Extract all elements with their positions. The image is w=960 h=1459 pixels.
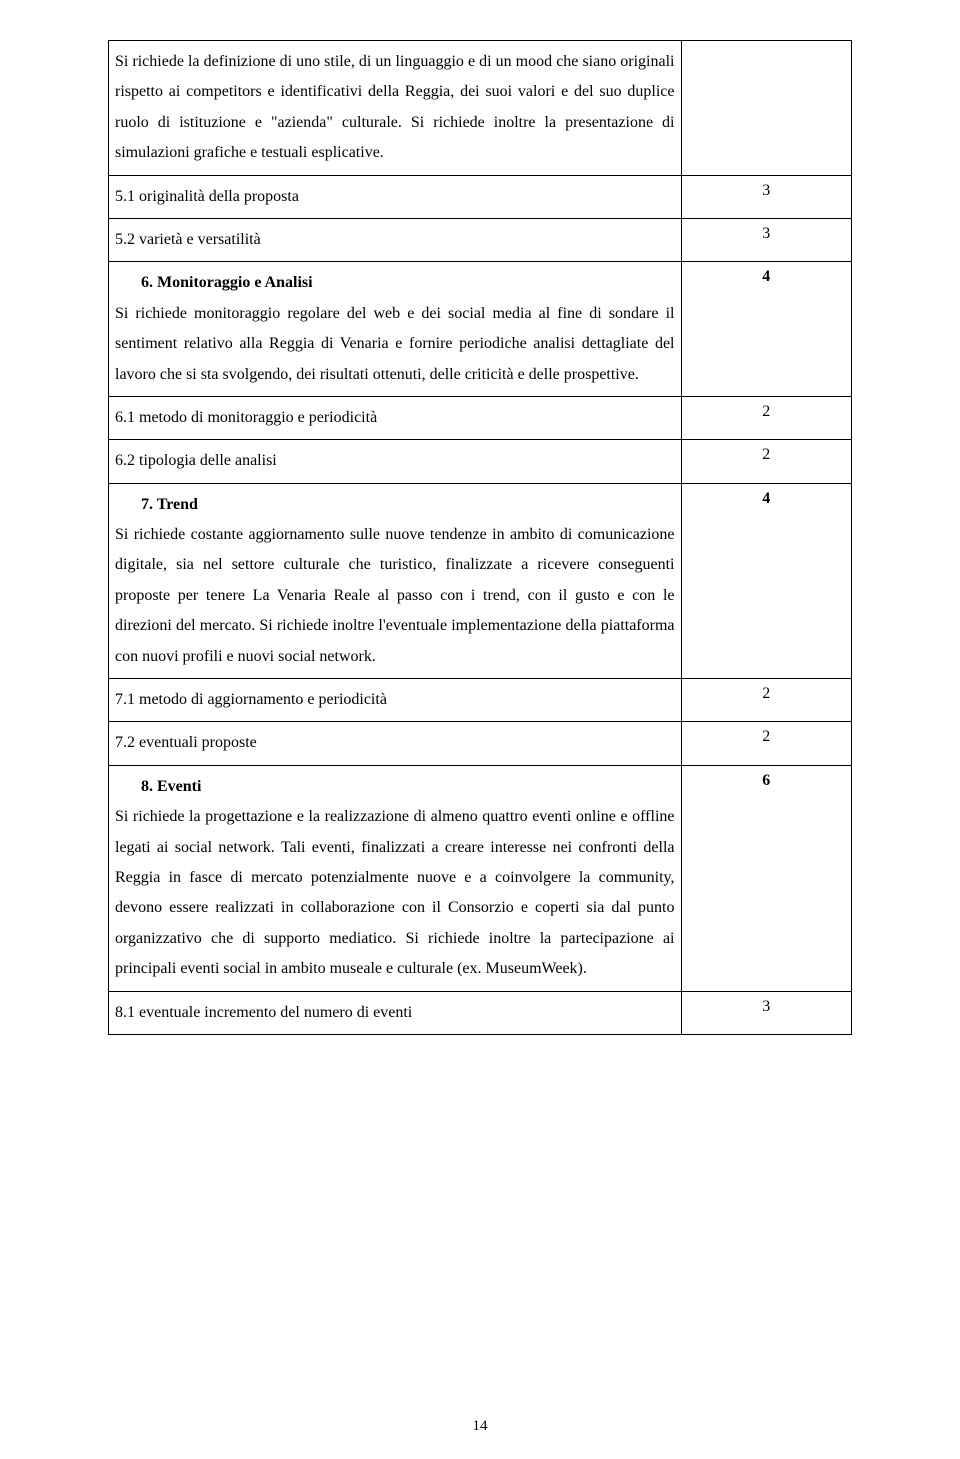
table-row: 6.1 metodo di monitoraggio e periodicità…: [109, 396, 852, 439]
score-cell: 2: [681, 722, 852, 765]
document-page: Si richiede la definizione di uno stile,…: [0, 0, 960, 1459]
criteria-cell: 7.1 metodo di aggiornamento e periodicit…: [109, 679, 682, 722]
score-cell: 6: [681, 765, 852, 991]
table-row: 6. Monitoraggio e AnalisiSi richiede mon…: [109, 262, 852, 397]
score-cell: 2: [681, 679, 852, 722]
criteria-cell: 6. Monitoraggio e AnalisiSi richiede mon…: [109, 262, 682, 397]
table-row: 8.1 eventuale incremento del numero di e…: [109, 991, 852, 1034]
table-row: 7.1 metodo di aggiornamento e periodicit…: [109, 679, 852, 722]
score-cell: 2: [681, 440, 852, 483]
criteria-table: Si richiede la definizione di uno stile,…: [108, 40, 852, 1035]
criteria-cell: 8. EventiSi richiede la progettazione e …: [109, 765, 682, 991]
score-cell: 4: [681, 483, 852, 678]
score-cell: 3: [681, 175, 852, 218]
score-cell: [681, 41, 852, 176]
criteria-cell: 6.1 metodo di monitoraggio e periodicità: [109, 396, 682, 439]
table-row: 8. EventiSi richiede la progettazione e …: [109, 765, 852, 991]
table-row: 5.1 originalità della proposta3: [109, 175, 852, 218]
criteria-cell: 6.2 tipologia delle analisi: [109, 440, 682, 483]
criteria-cell: 8.1 eventuale incremento del numero di e…: [109, 991, 682, 1034]
page-number: 14: [0, 1418, 960, 1435]
score-cell: 2: [681, 396, 852, 439]
criteria-cell: 5.2 varietà e versatilità: [109, 218, 682, 261]
score-cell: 3: [681, 218, 852, 261]
score-cell: 4: [681, 262, 852, 397]
criteria-cell: 7.2 eventuali proposte: [109, 722, 682, 765]
table-row: 5.2 varietà e versatilità3: [109, 218, 852, 261]
criteria-cell: Si richiede la definizione di uno stile,…: [109, 41, 682, 176]
table-row: 6.2 tipologia delle analisi2: [109, 440, 852, 483]
criteria-cell: 5.1 originalità della proposta: [109, 175, 682, 218]
table-row: 7.2 eventuali proposte2: [109, 722, 852, 765]
score-cell: 3: [681, 991, 852, 1034]
table-row: 7. TrendSi richiede costante aggiornamen…: [109, 483, 852, 678]
criteria-cell: 7. TrendSi richiede costante aggiornamen…: [109, 483, 682, 678]
table-row: Si richiede la definizione di uno stile,…: [109, 41, 852, 176]
